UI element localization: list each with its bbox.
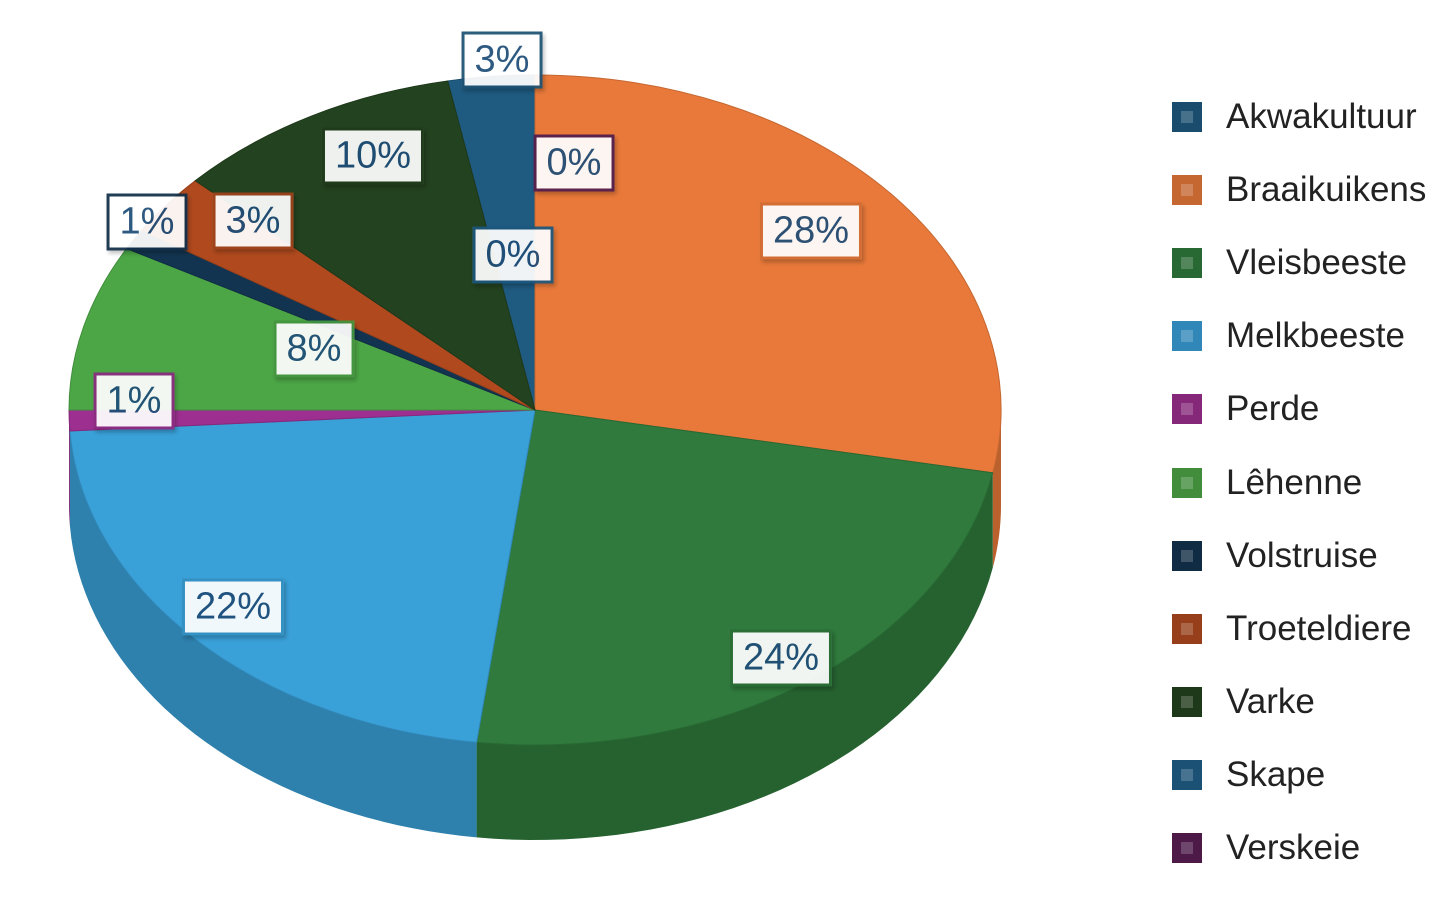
legend-swatch bbox=[1172, 687, 1202, 718]
legend-item: Melkbeeste bbox=[1172, 300, 1426, 373]
legend-item: Perde bbox=[1172, 373, 1426, 446]
pie-slice-braaikuikens bbox=[534, 74, 1002, 474]
legend-item: Varke bbox=[1172, 666, 1426, 739]
data-label: 1% bbox=[93, 372, 175, 430]
legend-label: Verskeie bbox=[1226, 828, 1361, 868]
data-label: 22% bbox=[181, 578, 285, 636]
legend-item: Akwakultuur bbox=[1172, 80, 1426, 153]
legend: Akwakultuur Braaikuikens Vleisbeeste Melkbe… bbox=[1172, 80, 1426, 885]
legend-swatch bbox=[1172, 247, 1202, 278]
legend-item: Lêhenne bbox=[1172, 446, 1426, 519]
pie-slice-varke bbox=[194, 80, 536, 412]
data-label: 10% bbox=[321, 127, 425, 185]
pie-side-4 bbox=[69, 410, 70, 527]
data-label: 0% bbox=[533, 134, 615, 192]
pie-side-2 bbox=[476, 472, 993, 840]
legend-swatch bbox=[1172, 394, 1202, 425]
legend-swatch bbox=[1172, 467, 1202, 498]
legend-item: Braaikuikens bbox=[1172, 153, 1426, 226]
legend-label: Vleisbeeste bbox=[1226, 242, 1407, 282]
legend-label: Melkbeeste bbox=[1226, 316, 1405, 356]
legend-label: Lêhenne bbox=[1226, 462, 1363, 502]
legend-swatch bbox=[1172, 760, 1202, 791]
pie-side-1 bbox=[992, 410, 1001, 568]
data-label: 28% bbox=[759, 202, 863, 260]
legend-label: Volstruise bbox=[1226, 535, 1378, 575]
legend-label: Perde bbox=[1226, 389, 1320, 429]
data-label: 24% bbox=[729, 629, 833, 687]
legend-label: Varke bbox=[1226, 682, 1315, 722]
legend-swatch bbox=[1172, 174, 1202, 205]
legend-swatch bbox=[1172, 833, 1202, 864]
pie-side-3 bbox=[69, 431, 477, 838]
data-label: 3% bbox=[212, 192, 294, 250]
legend-label: Skape bbox=[1226, 755, 1326, 795]
legend-swatch bbox=[1172, 540, 1202, 571]
pie-slice-melkbeeste bbox=[69, 409, 536, 743]
legend-item: Skape bbox=[1172, 739, 1426, 812]
data-label: 8% bbox=[273, 320, 355, 378]
legend-label: Braaikuikens bbox=[1226, 169, 1427, 209]
legend-swatch bbox=[1172, 613, 1202, 644]
data-label: 3% bbox=[461, 31, 543, 89]
legend-item: Volstruise bbox=[1172, 519, 1426, 592]
legend-label: Akwakultuur bbox=[1226, 96, 1417, 136]
legend-item: Verskeie bbox=[1172, 812, 1426, 885]
legend-item: Troeteldiere bbox=[1172, 592, 1426, 665]
legend-swatch bbox=[1172, 321, 1202, 352]
legend-item: Vleisbeeste bbox=[1172, 226, 1426, 299]
legend-label: Troeteldiere bbox=[1226, 608, 1412, 648]
data-label: 0% bbox=[472, 226, 554, 284]
data-label: 1% bbox=[106, 193, 188, 251]
legend-swatch bbox=[1172, 101, 1202, 132]
